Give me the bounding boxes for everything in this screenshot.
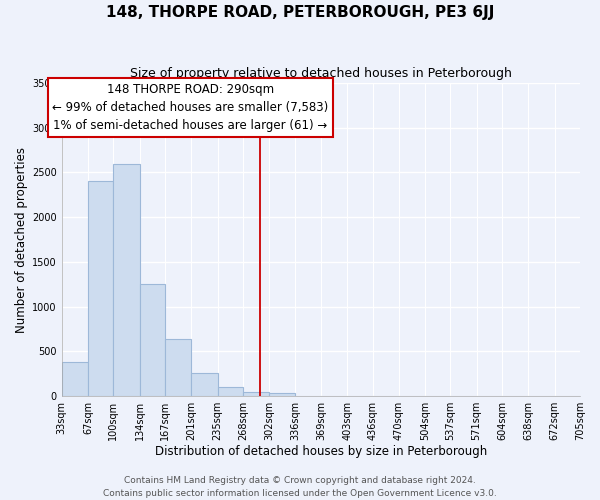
Bar [269,394,295,396]
Text: Contains HM Land Registry data © Crown copyright and database right 2024.
Contai: Contains HM Land Registry data © Crown c… [103,476,497,498]
Bar [243,392,269,396]
Bar [62,362,88,396]
Bar [165,339,191,396]
Bar [218,387,243,396]
Title: Size of property relative to detached houses in Peterborough: Size of property relative to detached ho… [130,68,512,80]
Text: 148, THORPE ROAD, PETERBOROUGH, PE3 6JJ: 148, THORPE ROAD, PETERBOROUGH, PE3 6JJ [106,5,494,20]
Bar [140,284,165,396]
Bar [88,182,113,396]
Bar [113,164,140,396]
Text: 148 THORPE ROAD: 290sqm
← 99% of detached houses are smaller (7,583)
1% of semi-: 148 THORPE ROAD: 290sqm ← 99% of detache… [52,83,329,132]
Y-axis label: Number of detached properties: Number of detached properties [15,146,28,332]
Bar [191,373,218,396]
X-axis label: Distribution of detached houses by size in Peterborough: Distribution of detached houses by size … [155,444,487,458]
